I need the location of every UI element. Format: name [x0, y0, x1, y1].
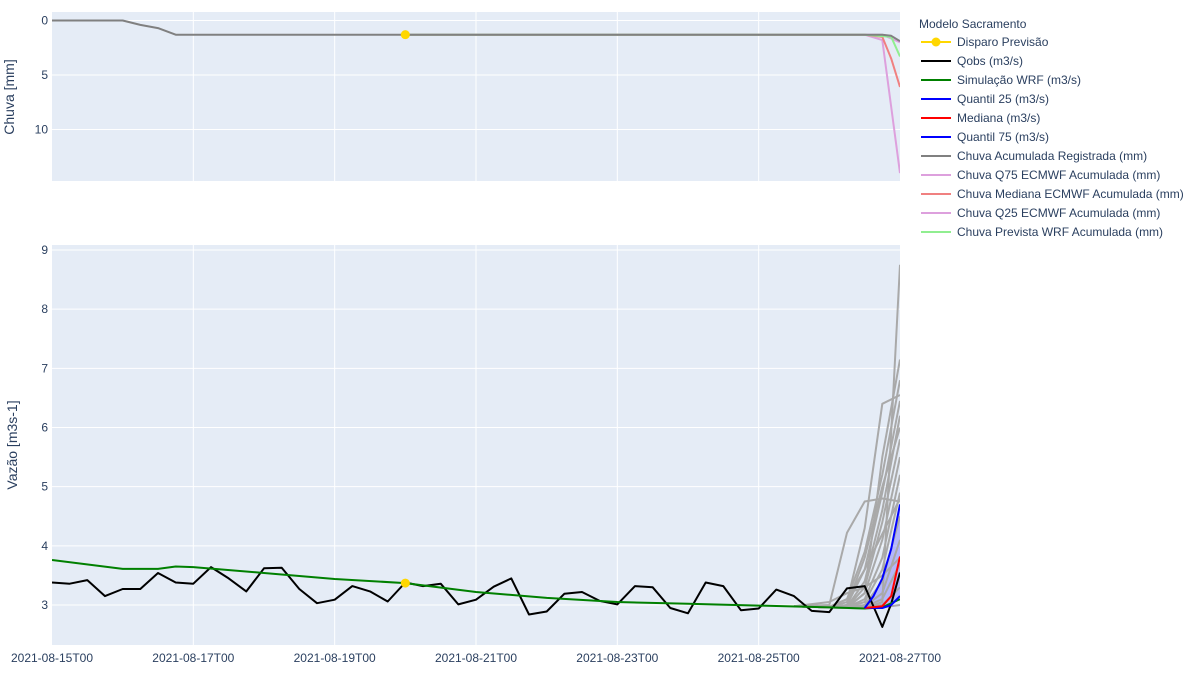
rainfall-y-tick-label: 5 — [41, 68, 48, 82]
rainfall-y-axis-label: Chuva [mm] — [1, 59, 17, 134]
legend-label: Mediana (m3/s) — [957, 111, 1040, 125]
legend-item-mediana-m3-s[interactable]: Mediana (m3/s) — [921, 111, 1040, 125]
simulacao-wrf-m3-s-line — [52, 559, 900, 610]
flow-grid — [52, 245, 900, 645]
flow-y-tick-label: 5 — [41, 480, 48, 494]
legend-item-chuva-prevista-wrf-acumulada-mm[interactable]: Chuva Prevista WRF Acumulada (mm) — [921, 225, 1163, 239]
flow-y-tick-label: 9 — [41, 243, 48, 257]
legend-item-chuva-q75-ecmwf-acumulada-mm[interactable]: Chuva Q75 ECMWF Acumulada (mm) — [921, 168, 1160, 182]
legend-item-simulacao-wrf-m3-s[interactable]: Simulação WRF (m3/s) — [921, 73, 1081, 87]
legend-title: Modelo Sacramento — [919, 17, 1027, 31]
legend-label: Quantil 25 (m3/s) — [957, 92, 1049, 106]
legend-label: Quantil 75 (m3/s) — [957, 130, 1049, 144]
flow-series — [52, 264, 900, 628]
x-tick-label: 2021-08-15T00 — [11, 651, 93, 665]
chuva-acumulada-registrada-mm-line — [52, 19, 900, 43]
rainfall-y-tick-label: 0 — [41, 14, 48, 28]
x-tick-label: 2021-08-21T00 — [435, 651, 517, 665]
rainfall-forecast-trigger-point — [400, 30, 410, 40]
x-tick-label: 2021-08-25T00 — [718, 651, 800, 665]
legend-item-chuva-mediana-ecmwf-acumulada-mm[interactable]: Chuva Mediana ECMWF Acumulada (mm) — [921, 187, 1184, 201]
legend-item-chuva-q25-ecmwf-acumulada-mm[interactable]: Chuva Q25 ECMWF Acumulada (mm) — [921, 206, 1160, 220]
legend-label: Simulação WRF (m3/s) — [957, 73, 1081, 87]
x-tick-label: 2021-08-19T00 — [294, 651, 376, 665]
rainfall-y-ticks: 0 5 10 — [35, 14, 49, 137]
legend-marker — [931, 37, 941, 47]
legend-label: Chuva Q25 ECMWF Acumulada (mm) — [957, 206, 1160, 220]
legend-label: Chuva Prevista WRF Acumulada (mm) — [957, 225, 1163, 239]
flow-forecast-trigger-point — [400, 578, 410, 588]
rainfall-series — [52, 19, 900, 174]
flow-y-tick-label: 6 — [41, 421, 48, 435]
legend-label: Chuva Acumulada Registrada (mm) — [957, 149, 1147, 163]
ensemble-member-line — [793, 556, 900, 608]
legend-label: Chuva Q75 ECMWF Acumulada (mm) — [957, 168, 1160, 182]
rainfall-grid — [52, 12, 900, 181]
flow-y-ticks: 3 4 5 6 7 8 9 — [41, 243, 48, 612]
flow-y-tick-label: 4 — [41, 539, 48, 553]
mediana-m3-s-line — [864, 556, 900, 609]
flow-y-axis-label: Vazão [m3s-1] — [4, 400, 20, 489]
x-tick-label: 2021-08-23T00 — [576, 651, 658, 665]
legend: Modelo Sacramento Disparo Previsão Qobs (… — [919, 17, 1184, 239]
legend-label: Disparo Previsão — [957, 35, 1049, 49]
x-tick-label: 2021-08-17T00 — [152, 651, 234, 665]
flow-y-tick-label: 3 — [41, 598, 48, 612]
legend-items: Disparo Previsão Qobs (m3/s) Simulação WRF… — [921, 35, 1184, 239]
flow-y-tick-label: 8 — [41, 302, 48, 316]
legend-item-chuva-acumulada-registrada-mm[interactable]: Chuva Acumulada Registrada (mm) — [921, 149, 1147, 163]
legend-item-quantil-25-m3-s[interactable]: Quantil 25 (m3/s) — [921, 92, 1049, 106]
flow-y-tick-label: 7 — [41, 361, 48, 375]
legend-item-disparo-previsao[interactable]: Disparo Previsão — [921, 35, 1049, 49]
legend-label: Qobs (m3/s) — [957, 54, 1023, 68]
flow-x-ticks: 2021-08-15T00 2021-08-17T00 2021-08-19T00 2… — [11, 651, 941, 665]
legend-label: Chuva Mediana ECMWF Acumulada (mm) — [957, 187, 1184, 201]
rainfall-subplot: 0 5 10 Chuva [mm] — [1, 12, 900, 181]
legend-item-qobs-m3-s[interactable]: Qobs (m3/s) — [921, 54, 1023, 68]
quantil-75-m3-s-line — [863, 504, 900, 609]
rainfall-y-tick-label: 10 — [35, 123, 49, 137]
legend-item-quantil-75-m3-s[interactable]: Quantil 75 (m3/s) — [921, 130, 1049, 144]
x-tick-label: 2021-08-27T00 — [859, 651, 941, 665]
